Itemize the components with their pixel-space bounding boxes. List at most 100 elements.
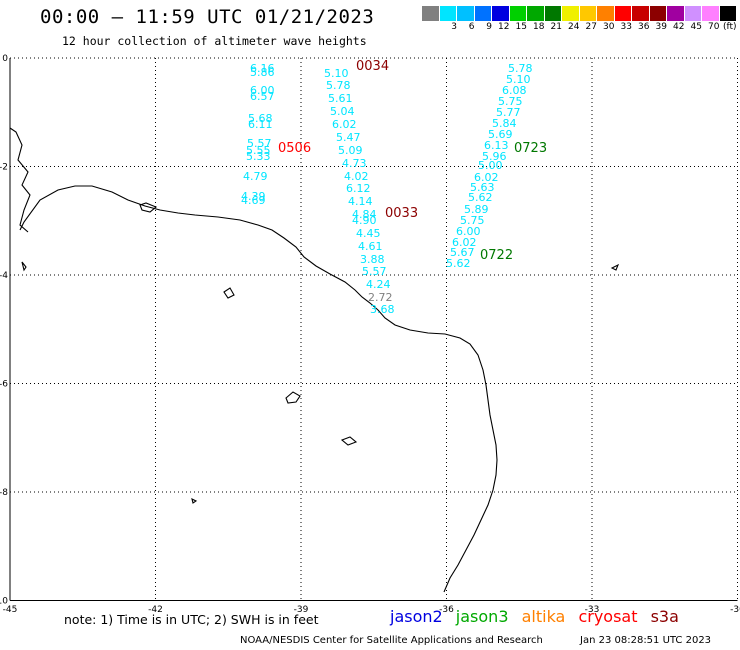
legend-swatch xyxy=(439,6,457,21)
legend-label: 15 xyxy=(515,22,527,32)
swh-value-label: 6.02 xyxy=(474,171,499,184)
legend-swatch xyxy=(492,6,510,21)
color-legend xyxy=(422,6,737,21)
legend-swatch xyxy=(702,6,720,21)
satellite-s3a: s3a xyxy=(650,607,679,626)
satellite-legend: jason2 jason3 altika cryosat s3a xyxy=(390,607,687,626)
satellite-jason3: jason3 xyxy=(455,607,509,626)
legend-swatch xyxy=(649,6,667,21)
pass-time-label: 0506 xyxy=(278,141,311,156)
swh-value-label: 6.11 xyxy=(248,118,273,131)
lon-tick-label: -39 xyxy=(294,605,309,615)
legend-label: 18 xyxy=(533,22,545,32)
lat-tick-label: -2 xyxy=(0,163,8,173)
satellite-cryosat: cryosat xyxy=(578,607,638,626)
swh-value-label: 3.88 xyxy=(360,253,385,266)
axis-labels: -45 -42 -39 -36 -33 -30 0 -2 -4 -6 -8 -10 xyxy=(0,54,740,615)
lon-tick-label: -42 xyxy=(148,605,163,615)
swh-value-label: 5.68 xyxy=(248,112,273,125)
map-title: 00:00 – 11:59 UTC 01/21/2023 xyxy=(40,6,375,28)
legend-swatch xyxy=(422,6,440,21)
legend-label: 42 xyxy=(673,22,685,32)
island-b xyxy=(340,436,358,446)
swh-value-label: 4.90 xyxy=(352,214,377,227)
legend-label: 70 xyxy=(708,22,720,32)
lat-tick-label: -10 xyxy=(0,597,8,607)
legend-swatch xyxy=(562,6,580,21)
lon-tick-label: -36 xyxy=(439,605,454,615)
swh-value-label: 6.00 xyxy=(456,225,481,238)
swh-value-label: 5.96 xyxy=(482,150,507,163)
swh-value-label: 5.62 xyxy=(468,191,493,204)
swh-value-label: 5.75 xyxy=(460,214,485,227)
legend-label: 21 xyxy=(550,22,562,32)
legend-label: 39 xyxy=(655,22,667,32)
pass-time-labels: 0034 0506 0033 0723 0722 xyxy=(278,59,547,263)
swh-value-label: 3.68 xyxy=(370,303,395,316)
lat-tick-label: -8 xyxy=(0,488,8,498)
pass-time-label: 0034 xyxy=(356,59,389,74)
legend-label: 30 xyxy=(603,22,615,32)
swh-value-label: 5.67 xyxy=(450,246,475,259)
swh-value-label: 5.86 xyxy=(250,66,275,79)
lat-tick-label: 0 xyxy=(2,54,8,64)
swh-value-label: 5.69 xyxy=(488,128,513,141)
swh-value-label: 6.00 xyxy=(250,84,275,97)
swh-value-label: 5.75 xyxy=(498,95,523,108)
pass-time-label: 0033 xyxy=(385,206,418,221)
satellite-jason2: jason2 xyxy=(390,607,443,626)
legend-swatch xyxy=(509,6,527,21)
swh-value-label: 5.47 xyxy=(336,131,361,144)
legend-swatch xyxy=(684,6,702,21)
swh-value-label: 4.02 xyxy=(344,170,369,183)
swh-value-label: 5.63 xyxy=(470,181,495,194)
swh-value-label: 4.79 xyxy=(243,170,268,183)
swh-value-label: 5.10 xyxy=(324,67,349,80)
swh-value-label: 5.89 xyxy=(464,203,489,216)
swh-value-label: 6.12 xyxy=(346,182,371,195)
pass-time-label: 0722 xyxy=(480,248,513,263)
legend-swatch xyxy=(597,6,615,21)
legend-swatch xyxy=(579,6,597,21)
note-text: note: 1) Time is in UTC; 2) SWH is in fe… xyxy=(64,612,319,627)
coastline-northwest xyxy=(9,127,31,233)
island-bay xyxy=(139,202,158,213)
legend-swatch xyxy=(544,6,562,21)
swh-value-label: 5.55 xyxy=(246,144,271,157)
lat-tick-label: -4 xyxy=(0,271,8,281)
credit-text: NOAA/NESDIS Center for Satellite Applica… xyxy=(240,635,543,646)
swh-value-label: 6.16 xyxy=(250,62,275,75)
island-rocas xyxy=(223,287,235,299)
island-a xyxy=(285,391,301,404)
legend-swatch xyxy=(632,6,650,21)
swh-value-label: 5.78 xyxy=(326,79,351,92)
swh-value-label: 4.84 xyxy=(352,208,377,221)
swh-value-label: 5.61 xyxy=(328,92,353,105)
map-subtitle: 12 hour collection of altimeter wave hei… xyxy=(62,34,367,48)
swh-value-label: 5.00 xyxy=(478,159,503,172)
pass-time-label: 0723 xyxy=(514,141,547,156)
swh-value-label: 6.57 xyxy=(250,90,275,103)
timestamp-text: Jan 23 08:28:51 UTC 2023 xyxy=(580,635,712,646)
swh-value-label: 6.02 xyxy=(332,118,357,131)
legend-swatch xyxy=(474,6,492,21)
swh-value-label: 4.61 xyxy=(358,240,383,253)
legend-swatch xyxy=(614,6,632,21)
swh-value-label: 5.04 xyxy=(330,105,355,118)
legend-swatch xyxy=(719,6,737,21)
coastline xyxy=(9,127,620,593)
swh-value-label: 6.08 xyxy=(502,84,527,97)
legend-label: 24 xyxy=(568,22,580,32)
island-d xyxy=(21,261,27,272)
legend-label: 3 xyxy=(451,22,457,32)
legend-label: 36 xyxy=(638,22,650,32)
satellite-altika: altika xyxy=(521,607,566,626)
lat-lon-grid xyxy=(9,57,738,601)
legend-swatch xyxy=(527,6,545,21)
swh-value-label: 5.09 xyxy=(338,144,363,157)
legend-unit: (ft) xyxy=(723,22,737,32)
legend-label: 6 xyxy=(468,22,475,32)
legend-label: 27 xyxy=(585,22,597,32)
swh-value-label: 5.78 xyxy=(508,62,533,75)
